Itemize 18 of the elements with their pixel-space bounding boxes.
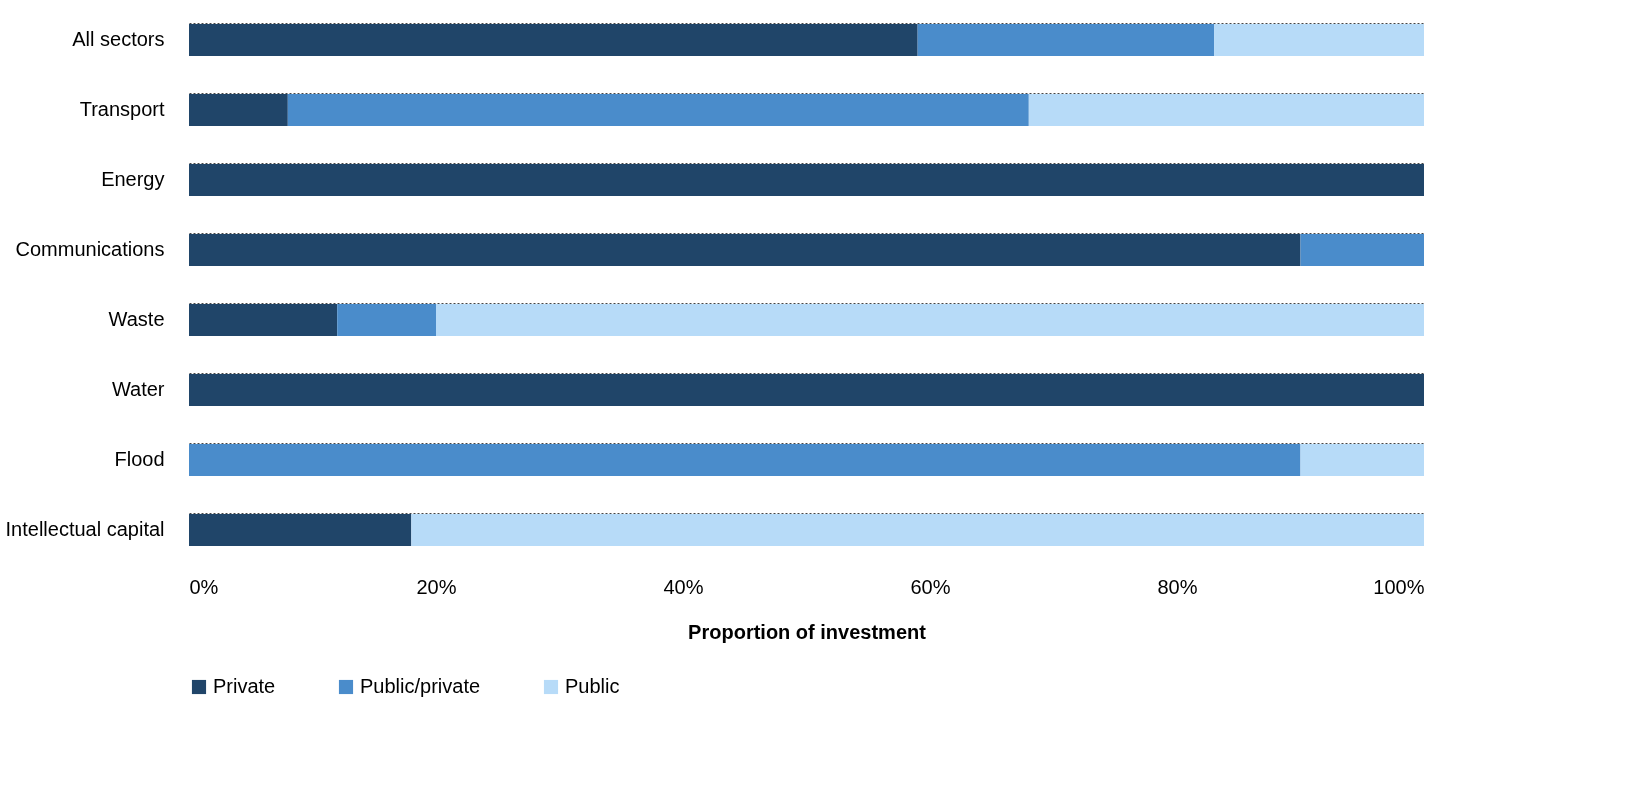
legend-label: Public xyxy=(565,675,620,697)
y-tick-label: Intellectual capital xyxy=(5,518,165,540)
x-tick-label: 20% xyxy=(416,575,457,598)
x-tick-label: 40% xyxy=(663,575,704,598)
x-tick-label: 60% xyxy=(910,575,951,598)
legend-label: Public/private xyxy=(360,675,481,697)
x-axis-title: Proportion of investment xyxy=(688,620,927,643)
y-tick-label: Energy xyxy=(101,168,165,190)
y-tick-label: Flood xyxy=(114,448,165,470)
x-tick-label: 100% xyxy=(1373,575,1425,598)
y-tick-label: Communications xyxy=(15,238,165,260)
x-tick-label: 80% xyxy=(1157,575,1198,598)
x-tick-label: 0% xyxy=(189,575,219,598)
y-tick-label: All sectors xyxy=(72,28,165,50)
y-tick-label: Transport xyxy=(79,98,165,120)
y-tick-label: Water xyxy=(111,378,165,400)
legend-label: Private xyxy=(213,675,276,697)
y-tick-label: Waste xyxy=(108,308,165,330)
